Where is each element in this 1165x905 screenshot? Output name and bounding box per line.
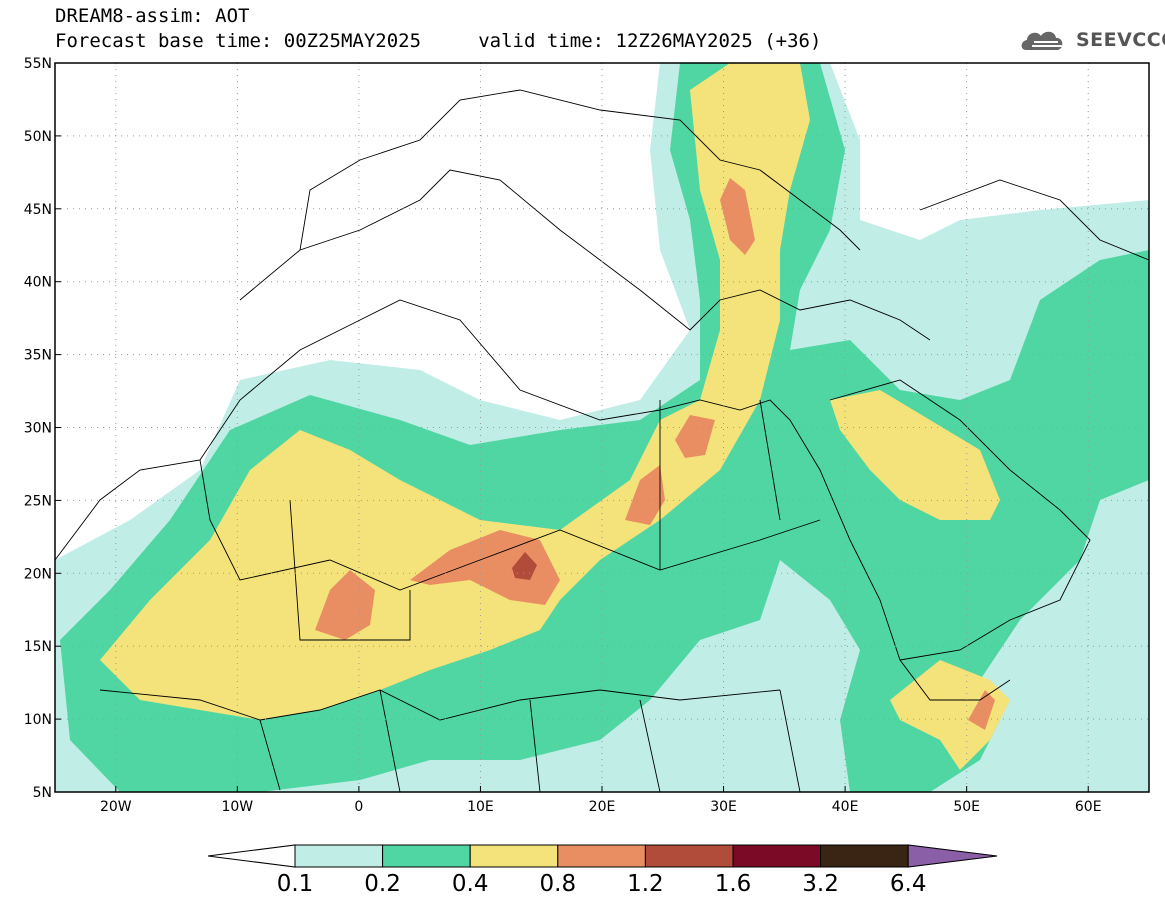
lon-tick-label: 20W — [100, 799, 132, 815]
colorbar-label: 3.2 — [802, 871, 839, 897]
aot-contour-0.4-arabia — [830, 390, 1000, 520]
colorbar-swatch — [469, 844, 559, 868]
lon-tick-label: 0 — [354, 799, 363, 815]
chart-title: DREAM8-assim: AOT — [55, 5, 250, 27]
colorbar-swatch — [294, 844, 384, 868]
colorbar-label: 1.2 — [627, 871, 664, 897]
colorbar-label: 1.6 — [715, 871, 752, 897]
cloud-logo-icon — [1021, 31, 1063, 50]
colorbar-label: 0.4 — [452, 871, 489, 897]
lat-tick-label: 20N — [24, 566, 52, 582]
colorbar-label: 0.8 — [540, 871, 577, 897]
lat-tick-label: 35N — [24, 348, 52, 364]
colorbar-swatch — [557, 844, 646, 868]
lon-tick-label: 50E — [953, 799, 980, 815]
colorbar-label: 0.2 — [364, 871, 401, 897]
lat-tick-label: 55N — [24, 56, 52, 72]
aot-contour-0.8-f — [968, 690, 995, 730]
axis-ticks: 20W 10W 0 10E 20E 30E 40E 50E 60E 55N 50N 45N 40N 35N… — [24, 56, 1102, 815]
lat-tick-label: 5N — [33, 785, 52, 801]
colorbar-over-arrow — [907, 844, 998, 868]
aot-contour-0.8-b — [315, 570, 375, 640]
colorbar-label: 6.4 — [890, 871, 927, 897]
aot-contour-0.4 — [100, 63, 810, 720]
colorbar-label: 0.1 — [277, 871, 314, 897]
colorbar-swatch — [382, 844, 471, 868]
coastlines — [55, 89, 1149, 792]
lon-tick-label: 30E — [710, 799, 737, 815]
aot-contour-0.4-somalia — [890, 660, 1010, 770]
colorbar: 0.1 0.2 0.4 0.8 1.2 1.6 3.2 6.4 — [207, 844, 998, 897]
lat-tick-label: 25N — [24, 493, 52, 509]
forecast-time-line: Forecast base time: 00Z25MAY2025 valid t… — [55, 30, 822, 52]
lat-tick-label: 50N — [24, 129, 52, 145]
colorbar-swatch — [644, 844, 734, 868]
aot-contour-0.8-e — [720, 178, 755, 255]
lat-tick-label: 40N — [24, 275, 52, 291]
aot-contour-1.2 — [512, 552, 537, 580]
lat-tick-label: 10N — [24, 712, 52, 728]
lat-tick-label: 15N — [24, 639, 52, 655]
lon-tick-label: 20E — [589, 799, 616, 815]
brand-logo — [1018, 24, 1158, 56]
aot-contour-0.8-d — [675, 415, 715, 458]
aot-field — [55, 63, 1149, 792]
lat-tick-label: 45N — [24, 202, 52, 218]
lon-tick-label: 60E — [1075, 799, 1102, 815]
lon-tick-label: 40E — [832, 799, 859, 815]
lon-tick-label: 10W — [221, 799, 253, 815]
colorbar-under-arrow — [207, 844, 296, 868]
aot-contour-0.8-a — [410, 530, 560, 605]
colorbar-swatch — [820, 844, 909, 868]
colorbar-swatch — [732, 844, 822, 868]
aot-contour-0.8-c — [625, 465, 665, 525]
lon-tick-label: 10E — [467, 799, 494, 815]
lat-tick-label: 30N — [24, 421, 52, 437]
brand-name: SEEVCCC — [1076, 29, 1165, 51]
